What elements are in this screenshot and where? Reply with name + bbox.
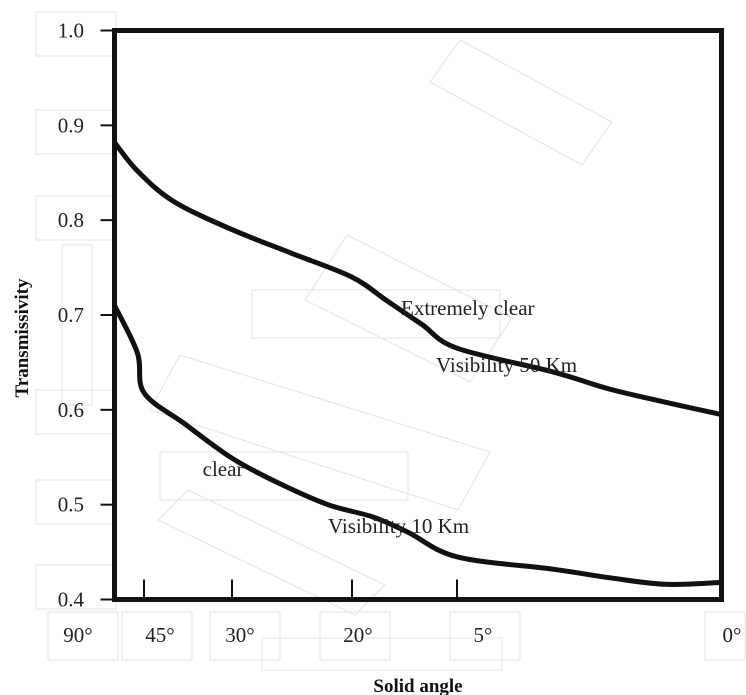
y-tick-label: 1.0 [58, 19, 84, 43]
y-axis-ticks: 1.0 0.9 0.8 0.7 0.6 0.5 0.4 [58, 19, 117, 612]
x-tick-label: 0° [723, 623, 742, 647]
y-tick-label: 0.4 [58, 588, 85, 612]
x-axis-title: Solid angle [373, 676, 462, 695]
y-tick-label: 0.7 [58, 303, 84, 327]
x-tick-label: 45° [145, 623, 174, 647]
y-axis-title: Transmissivity [12, 278, 33, 397]
series-layer [112, 139, 724, 587]
plot-frame [112, 28, 724, 602]
annotations: Extremely clear Visibility 50 Km clear Visi… [203, 296, 577, 538]
annotation-label: clear [203, 457, 244, 481]
x-tick-label: 5° [474, 623, 493, 647]
annotation-label: Visibility 10 Km [328, 514, 469, 538]
annotation-label: Extremely clear [401, 296, 535, 320]
y-tick-label: 0.9 [58, 113, 84, 137]
x-axis-ticks: 90° 45° 30° 20° 5° 0° [63, 579, 742, 647]
y-tick-label: 0.5 [58, 493, 84, 517]
x-tick-label: 30° [225, 623, 254, 647]
annotation-label: Visibility 50 Km [436, 353, 577, 377]
y-tick-label: 0.6 [58, 398, 84, 422]
background-artifacts [35, 11, 746, 671]
series-line-2 [112, 303, 724, 587]
x-tick-label: 20° [343, 623, 372, 647]
x-tick-label: 90° [63, 623, 92, 647]
series-line-1 [112, 139, 724, 418]
y-tick-label: 0.8 [58, 208, 84, 232]
